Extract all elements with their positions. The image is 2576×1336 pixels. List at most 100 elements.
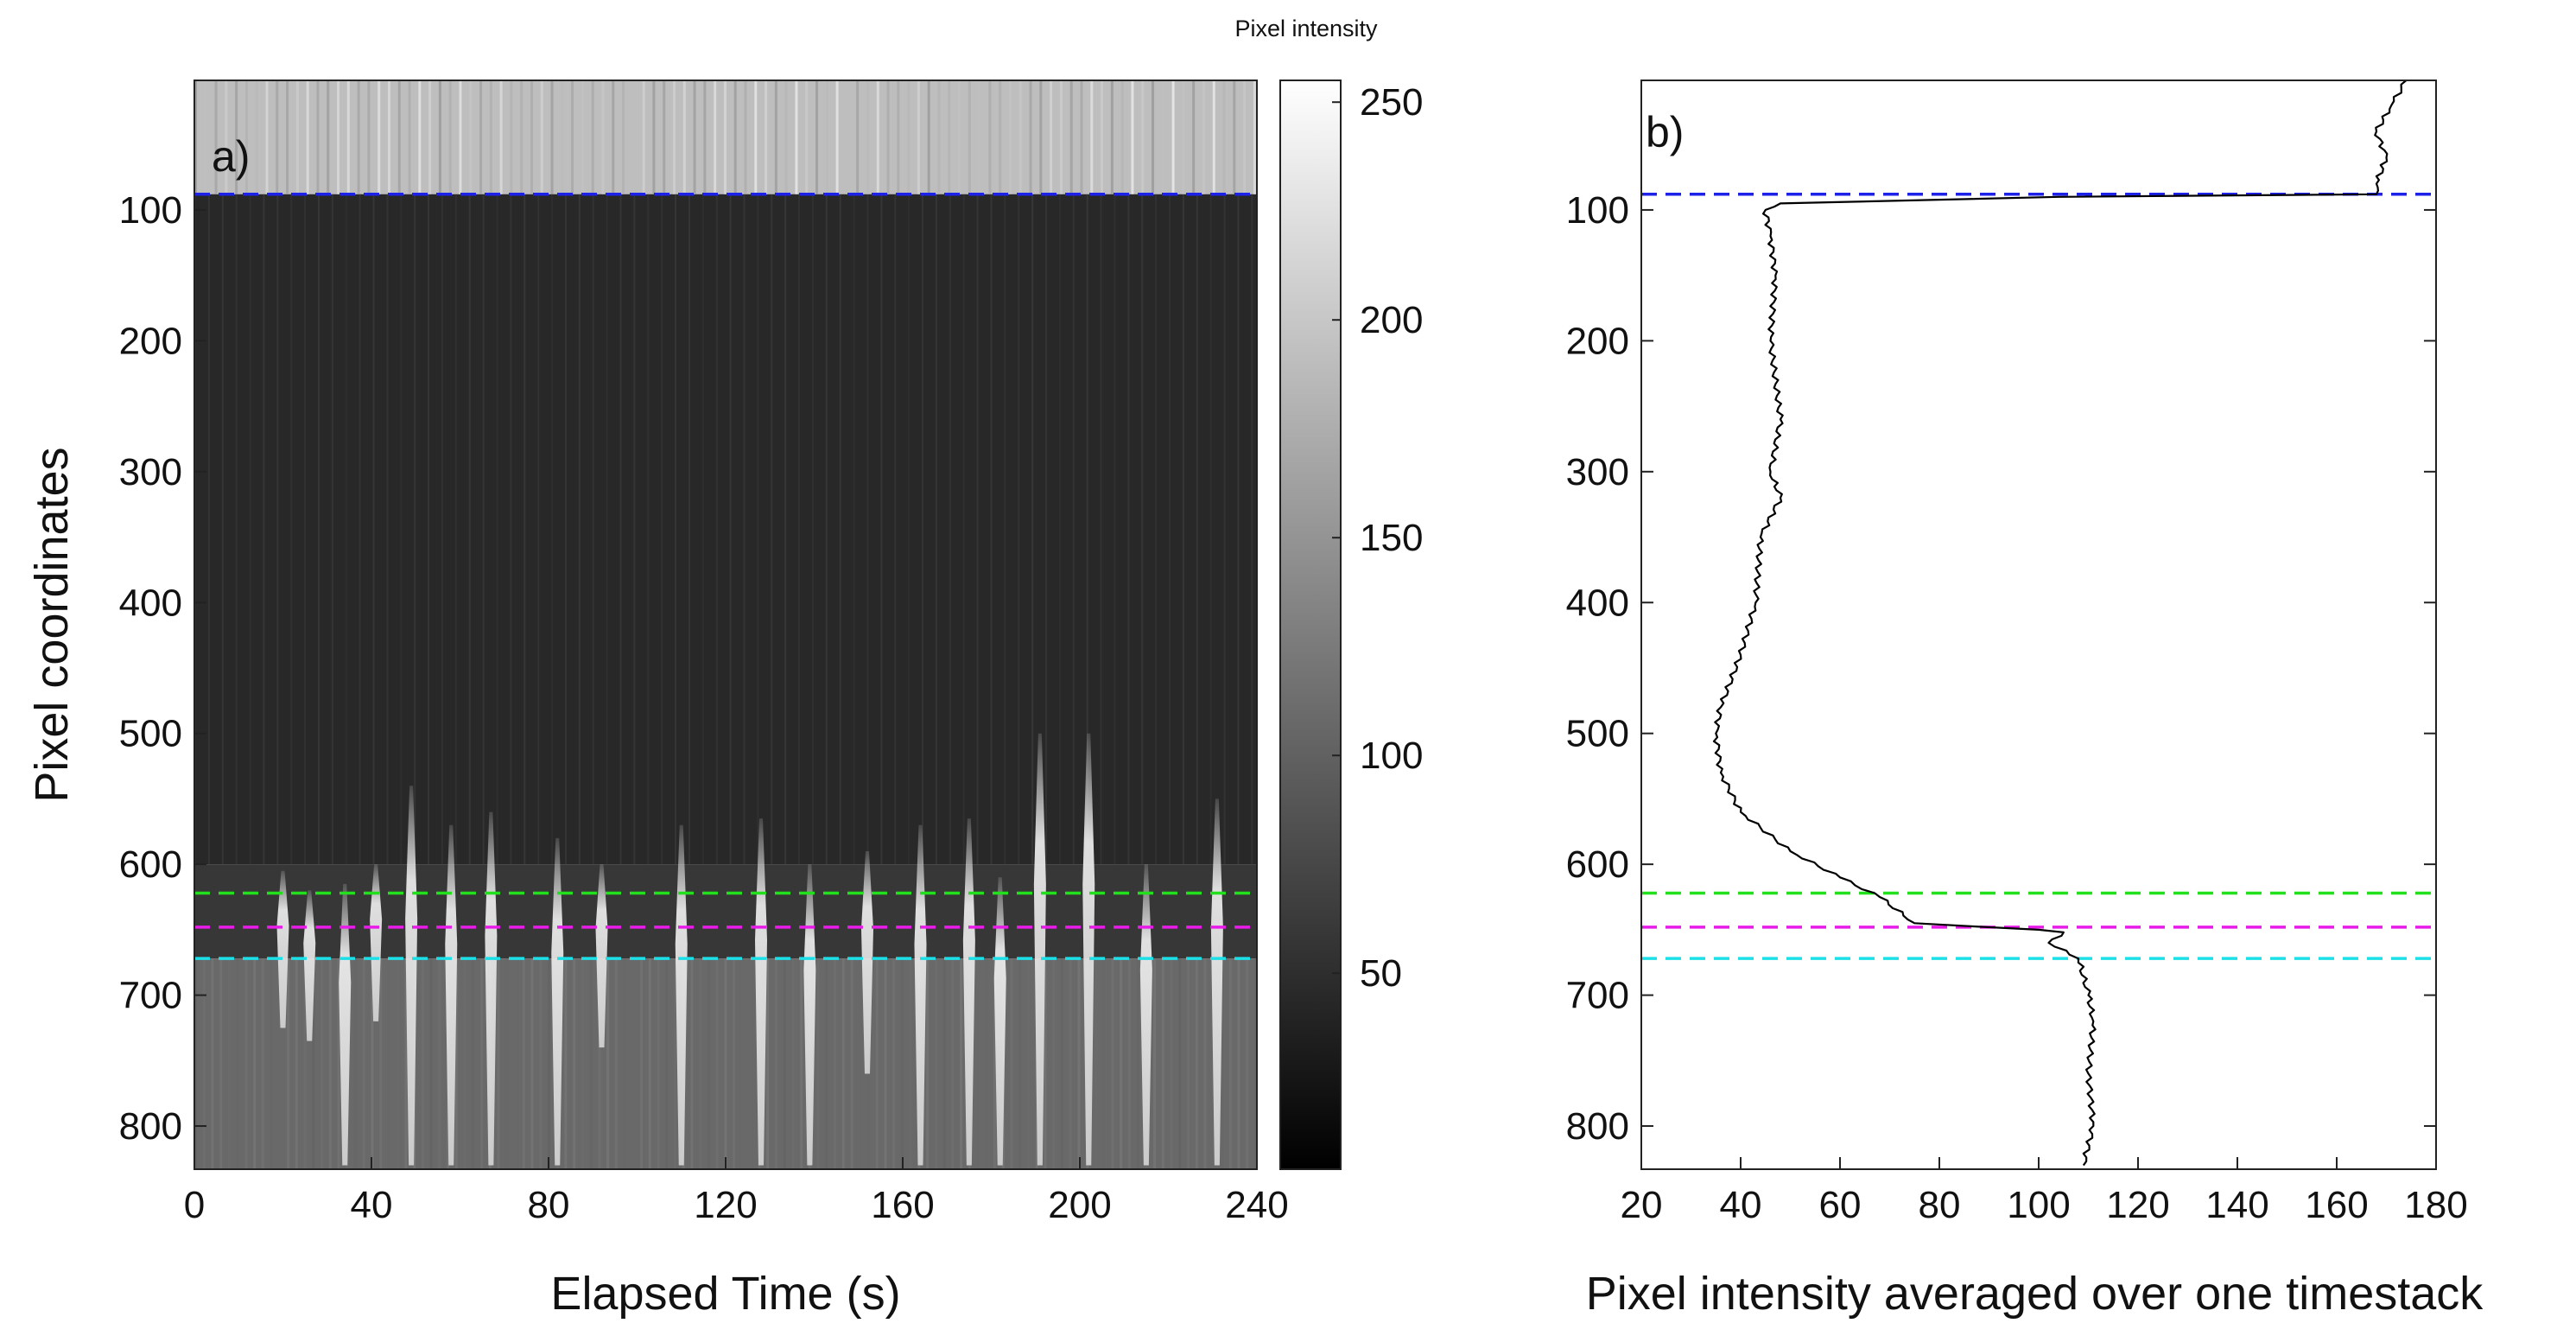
surf-texture-stripe <box>897 80 900 194</box>
y-axis-ticks: 100 200 300 400 500 600 700 800 <box>1566 189 2436 1148</box>
surf-texture-stripe <box>958 80 961 194</box>
surf-texture-stripe <box>968 80 971 194</box>
wave-streak <box>551 837 564 1166</box>
dark-texture-stripe <box>263 194 265 865</box>
y-tick-label: 200 <box>119 320 182 362</box>
beach-texture-stripe <box>1153 958 1157 1169</box>
x-tick-label: 60 <box>1819 1184 1862 1226</box>
beach-texture-stripe <box>1228 958 1232 1169</box>
y-tick-label: 100 <box>119 189 182 232</box>
beach-texture-stripe <box>665 958 669 1169</box>
beach-texture-stripe <box>951 958 955 1169</box>
surf-texture-stripe <box>286 80 289 194</box>
beach-texture-stripe <box>438 958 441 1169</box>
beach-texture-stripe <box>379 958 383 1169</box>
beach-texture-stripe <box>690 958 694 1169</box>
surf-texture-stripe <box>1182 80 1185 194</box>
beach-texture-stripe <box>1120 958 1123 1169</box>
dark-texture-stripe <box>564 194 567 865</box>
y-tick-label: 500 <box>1566 713 1629 755</box>
timestack-panel: 0 40 80 120 160 200 240 100 200 300 400 500 600 700 8… <box>26 80 1289 1320</box>
beach-texture-stripe <box>859 958 862 1169</box>
dark-texture-stripe <box>811 194 814 865</box>
dark-texture-stripe <box>606 194 608 865</box>
intensity-zone <box>194 864 1257 959</box>
beach-texture-stripe <box>396 958 399 1169</box>
x-axis-ticks: 0 40 80 120 160 200 240 <box>184 1157 1289 1226</box>
dark-texture-stripe <box>578 194 581 865</box>
surf-texture-stripe <box>265 80 269 194</box>
beach-texture-stripe <box>480 958 484 1169</box>
beach-texture-stripe <box>522 958 525 1169</box>
wave-streak <box>595 864 608 1048</box>
surf-texture-stripe <box>795 80 798 194</box>
beach-texture-stripe <box>295 958 298 1169</box>
surf-texture-stripe <box>723 80 726 194</box>
beach-texture-stripe <box>303 958 307 1169</box>
surf-texture-stripe <box>856 80 860 194</box>
beach-texture-stripe <box>227 958 231 1169</box>
panel-label-a: a) <box>212 132 250 181</box>
dark-texture-stripe <box>386 194 389 865</box>
intensity-zone <box>194 194 1257 865</box>
surf-zone-texture <box>194 80 1257 1169</box>
surf-texture-stripe <box>1131 80 1134 194</box>
dark-texture-stripe <box>482 194 485 865</box>
wave-streak <box>755 818 767 1166</box>
beach-texture-stripe <box>816 958 820 1169</box>
wave-streak <box>914 824 927 1166</box>
dark-texture-stripe <box>825 194 828 865</box>
dark-texture-stripe <box>496 194 498 865</box>
surf-texture-stripe <box>988 80 992 194</box>
dark-texture-stripe <box>1058 194 1061 865</box>
surf-texture-stripe <box>316 80 320 194</box>
wave-streak <box>962 818 975 1166</box>
beach-texture-stripe <box>707 958 710 1169</box>
y-tick-label: 100 <box>1566 189 1629 232</box>
y-axis-label: Pixel coordinates <box>26 447 78 802</box>
y-tick-label: 400 <box>119 582 182 624</box>
beach-texture-stripe <box>337 958 340 1169</box>
beach-texture-stripe <box>825 958 828 1169</box>
beach-texture-stripe <box>985 958 988 1169</box>
dark-texture-stripe <box>1045 194 1048 865</box>
beach-texture-stripe <box>960 958 963 1169</box>
beach-texture-stripe <box>581 958 584 1169</box>
dark-texture-stripe <box>757 194 759 865</box>
dark-texture-stripe <box>358 194 361 865</box>
dark-texture-stripe <box>1155 194 1158 865</box>
dark-texture-stripe <box>1072 194 1075 865</box>
beach-texture-stripe <box>674 958 677 1169</box>
surf-texture-stripe <box>1212 80 1215 194</box>
surf-texture-stripe <box>418 80 422 194</box>
wave-streak <box>803 864 816 1166</box>
surf-texture-stripe <box>754 80 758 194</box>
surf-texture-stripe <box>1222 80 1226 194</box>
surf-texture-stripe <box>1141 80 1145 194</box>
surf-texture-stripe <box>1152 80 1155 194</box>
dark-texture-stripe <box>633 194 636 865</box>
wave-streak <box>339 883 352 1166</box>
surf-texture-stripe <box>520 80 523 194</box>
dark-texture-stripe <box>647 194 650 865</box>
surf-texture-stripe <box>255 80 258 194</box>
surf-texture-stripe <box>1202 80 1205 194</box>
surf-texture-stripe <box>682 80 686 194</box>
surf-texture-stripe <box>306 80 309 194</box>
surf-texture-stripe <box>1110 80 1114 194</box>
beach-texture-stripe <box>514 958 517 1169</box>
colorbar-gradient <box>1279 80 1342 1170</box>
surf-texture-stripe <box>214 80 218 194</box>
colorbar-tick-label: 250 <box>1360 81 1423 124</box>
surf-texture-stripe <box>499 80 503 194</box>
surf-texture-stripe <box>489 80 492 194</box>
beach-texture-stripe <box>362 958 365 1169</box>
beach-texture-stripe <box>1111 958 1114 1169</box>
surf-texture-stripe <box>561 80 564 194</box>
colorbar-tick-label: 100 <box>1360 735 1423 777</box>
beach-texture-stripe <box>606 958 610 1169</box>
beach-texture-stripe <box>926 958 930 1169</box>
surf-texture-stripe <box>744 80 747 194</box>
wave-streak <box>1139 864 1152 1166</box>
